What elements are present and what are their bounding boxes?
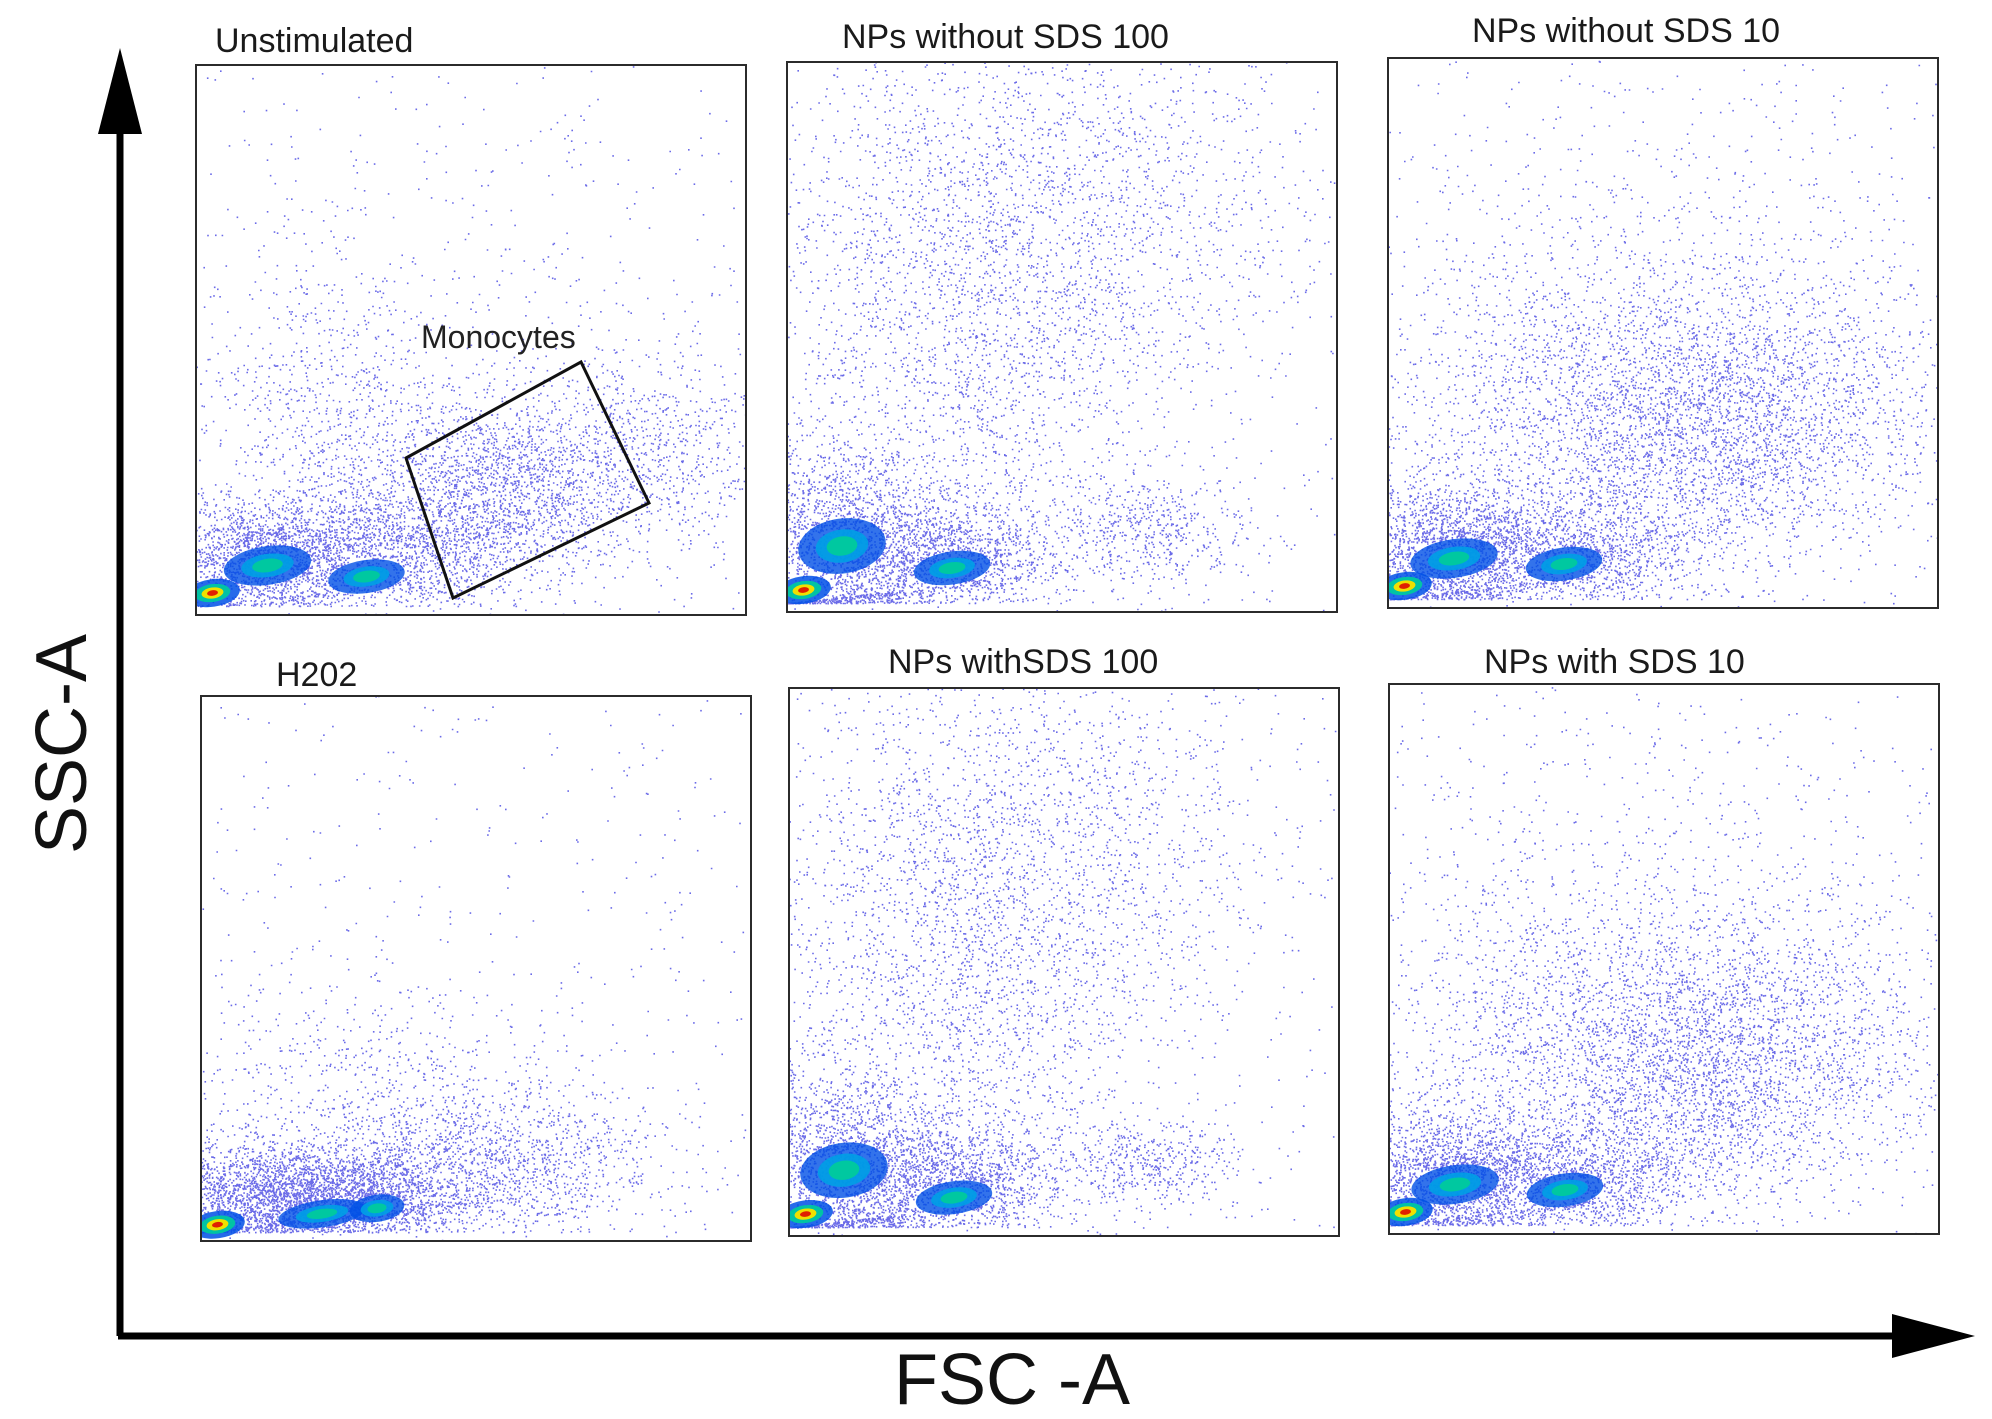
- gate-label-monocytes: Monocytes: [421, 319, 576, 355]
- density-core-1-layer-2: [1550, 557, 1578, 571]
- x-axis-arrowhead: [1892, 1314, 1975, 1358]
- density-core-2-layer-2: [1439, 1177, 1471, 1192]
- density-core-0-layer-3: [1400, 1209, 1411, 1215]
- population-monocytes: [498, 488, 500, 490]
- monocytes-gate: [404, 359, 652, 601]
- panel-nps-with-sds-10: NPs with SDS 10: [1388, 643, 1940, 1235]
- population-monocytes: [1707, 1068, 1709, 1070]
- event-dots: [1388, 58, 1938, 608]
- density-core-0-layer-3: [800, 1211, 811, 1217]
- plot-frame: [1388, 683, 1940, 1235]
- panel-nps-without-sds-100: NPs without SDS 100: [786, 18, 1338, 613]
- panel-title: NPs without SDS 100: [842, 18, 1169, 56]
- density-core-1-layer-2: [940, 1191, 968, 1204]
- scatter-points-nps-with-sds-10: [1389, 687, 1939, 1234]
- scatter-points-h202: [201, 696, 751, 1241]
- panel-title: NPs withSDS 100: [888, 643, 1158, 681]
- plot-frame: [1387, 57, 1939, 609]
- panel-unstimulated: Unstimulated Monocytes: [195, 22, 747, 616]
- density-core-2-layer-2: [252, 558, 283, 573]
- event-dots: [201, 696, 751, 1241]
- panel-title: H202: [276, 656, 357, 694]
- population-high-SSC-events: [995, 309, 997, 311]
- scatter-points-unstimulated: [196, 65, 746, 615]
- panel-nps-withsds-100: NPs withSDS 100: [788, 643, 1340, 1237]
- population-high-SSC-events: [986, 961, 988, 963]
- scatter-points-nps-withsds-100: [789, 688, 1339, 1236]
- density-core-1-layer-2: [306, 1208, 338, 1220]
- density-core-0-layer-3: [798, 587, 809, 593]
- scatter-points-nps-without-sds-10: [1388, 58, 1938, 608]
- plot-frame: [788, 687, 1340, 1237]
- panel-title: NPs without SDS 10: [1472, 12, 1780, 50]
- density-core-0-layer-3: [212, 1221, 223, 1228]
- panel-title: Unstimulated: [215, 22, 413, 60]
- density-core-2-layer-2: [826, 536, 858, 556]
- density-core-1-layer-2: [938, 561, 966, 575]
- scatter-points-nps-without-sds-100: [787, 62, 1337, 612]
- plot-frame: [200, 695, 752, 1242]
- x-axis: [118, 1314, 1975, 1358]
- population-monocytes: [475, 1158, 477, 1160]
- density-core-1-layer-2: [1551, 1183, 1579, 1197]
- y-axis-arrowhead: [98, 48, 142, 134]
- density-core-2-layer-2: [367, 1203, 387, 1214]
- plot-frame: [786, 61, 1338, 613]
- plot-frame: [195, 64, 747, 616]
- density-core-0-layer-3: [1399, 583, 1410, 589]
- population-monocytes: [1706, 442, 1708, 444]
- density-core-0-layer-3: [207, 590, 218, 596]
- y-axis: [98, 48, 142, 1336]
- density-core-2-layer-2: [828, 1160, 860, 1180]
- event-dots: [1389, 687, 1939, 1234]
- panel-title: NPs with SDS 10: [1484, 643, 1745, 681]
- x-axis-label: FSC -A: [894, 1340, 1130, 1419]
- density-core-1-layer-2: [353, 570, 380, 583]
- panel-h202: H202: [200, 656, 752, 1242]
- panel-nps-without-sds-10: NPs without SDS 10: [1387, 12, 1939, 609]
- y-axis-label: SSC-A: [22, 634, 102, 854]
- density-core-2-layer-2: [1438, 551, 1470, 566]
